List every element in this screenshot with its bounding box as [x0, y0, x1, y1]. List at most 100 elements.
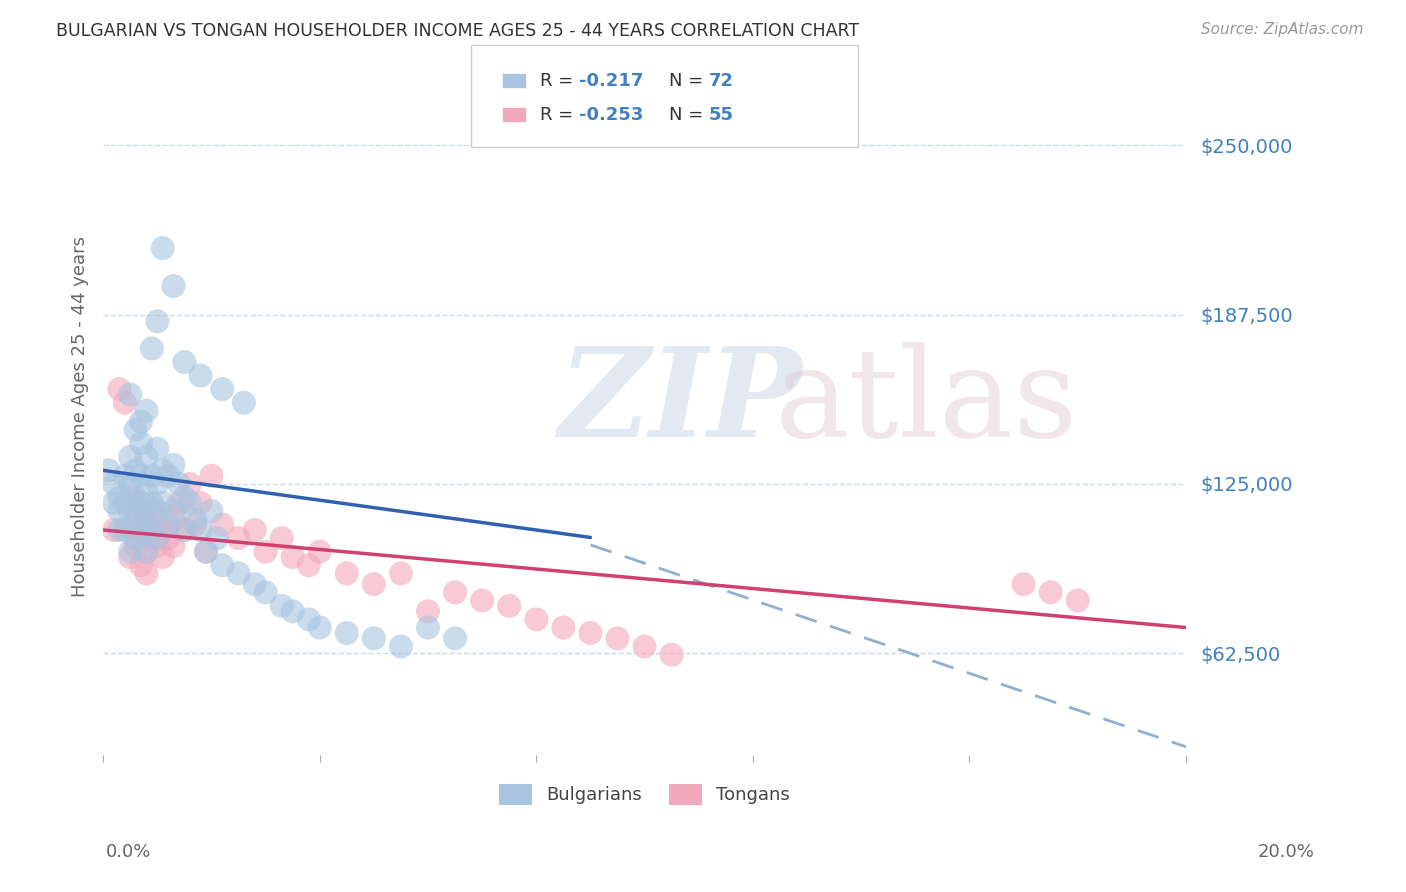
Point [270, 531, 292, 545]
Point [152, 241, 174, 255]
Point [103, 523, 125, 537]
Text: 0.0%: 0.0% [105, 843, 150, 861]
Point [124, 512, 146, 526]
Point [141, 468, 163, 483]
Point [579, 626, 602, 640]
Point [108, 504, 131, 518]
Point [281, 604, 304, 618]
Point [308, 621, 330, 635]
Point [190, 496, 212, 510]
Point [211, 517, 233, 532]
Point [146, 442, 169, 456]
Point [633, 640, 655, 654]
Point [146, 531, 169, 545]
Point [211, 558, 233, 573]
Point [135, 450, 157, 464]
Text: BULGARIAN VS TONGAN HOUSEHOLDER INCOME AGES 25 - 44 YEARS CORRELATION CHART: BULGARIAN VS TONGAN HOUSEHOLDER INCOME A… [56, 22, 859, 40]
Point [152, 496, 174, 510]
Text: -0.217: -0.217 [579, 71, 644, 89]
Point [243, 523, 266, 537]
Point [444, 632, 467, 646]
Point [114, 468, 136, 483]
Point [120, 504, 142, 518]
Point [120, 477, 142, 491]
Point [135, 512, 157, 526]
Point [141, 523, 163, 537]
Point [211, 382, 233, 396]
Point [120, 387, 142, 401]
Point [135, 512, 157, 526]
Point [129, 523, 152, 537]
Point [114, 523, 136, 537]
Point [195, 544, 218, 558]
Point [173, 523, 195, 537]
Point [270, 599, 292, 613]
Text: atlas: atlas [775, 343, 1078, 463]
Point [661, 648, 683, 662]
Point [114, 395, 136, 409]
Point [135, 403, 157, 417]
Point [190, 368, 212, 383]
Point [179, 477, 201, 491]
Point [108, 523, 131, 537]
Text: 55: 55 [709, 105, 734, 123]
Point [135, 544, 157, 558]
Point [120, 550, 142, 565]
Text: -0.253: -0.253 [579, 105, 644, 123]
Text: Source: ZipAtlas.com: Source: ZipAtlas.com [1201, 22, 1364, 37]
Point [108, 382, 131, 396]
Point [152, 550, 174, 565]
Point [124, 539, 146, 553]
Point [1012, 577, 1035, 591]
Point [389, 566, 412, 581]
Point [416, 621, 439, 635]
Point [141, 496, 163, 510]
Point [553, 621, 575, 635]
Point [606, 632, 628, 646]
Point [152, 463, 174, 477]
Point [129, 436, 152, 450]
Point [120, 523, 142, 537]
Point [416, 604, 439, 618]
Point [141, 504, 163, 518]
Point [162, 279, 184, 293]
Point [146, 512, 169, 526]
Point [135, 485, 157, 500]
Point [190, 523, 212, 537]
Text: 20.0%: 20.0% [1258, 843, 1315, 861]
Point [173, 523, 195, 537]
Point [298, 558, 321, 573]
Point [146, 504, 169, 518]
Point [232, 395, 254, 409]
Point [97, 463, 120, 477]
Text: 72: 72 [709, 71, 734, 89]
Point [179, 496, 201, 510]
Point [114, 496, 136, 510]
Point [336, 626, 359, 640]
Text: ZIP: ZIP [558, 342, 801, 463]
Point [129, 496, 152, 510]
Point [135, 566, 157, 581]
Point [129, 496, 152, 510]
Text: N =: N = [669, 71, 709, 89]
Point [336, 566, 359, 581]
Point [524, 612, 547, 626]
Point [254, 585, 277, 599]
Point [124, 423, 146, 437]
Point [152, 523, 174, 537]
Point [162, 504, 184, 518]
Text: R =: R = [540, 71, 579, 89]
Point [184, 512, 207, 526]
Point [157, 517, 180, 532]
Point [129, 468, 152, 483]
Point [129, 558, 152, 573]
Point [146, 539, 169, 553]
Point [157, 531, 180, 545]
Point [141, 531, 163, 545]
Point [120, 544, 142, 558]
Point [205, 531, 228, 545]
Point [124, 531, 146, 545]
Point [124, 504, 146, 518]
Point [254, 544, 277, 558]
Point [308, 544, 330, 558]
